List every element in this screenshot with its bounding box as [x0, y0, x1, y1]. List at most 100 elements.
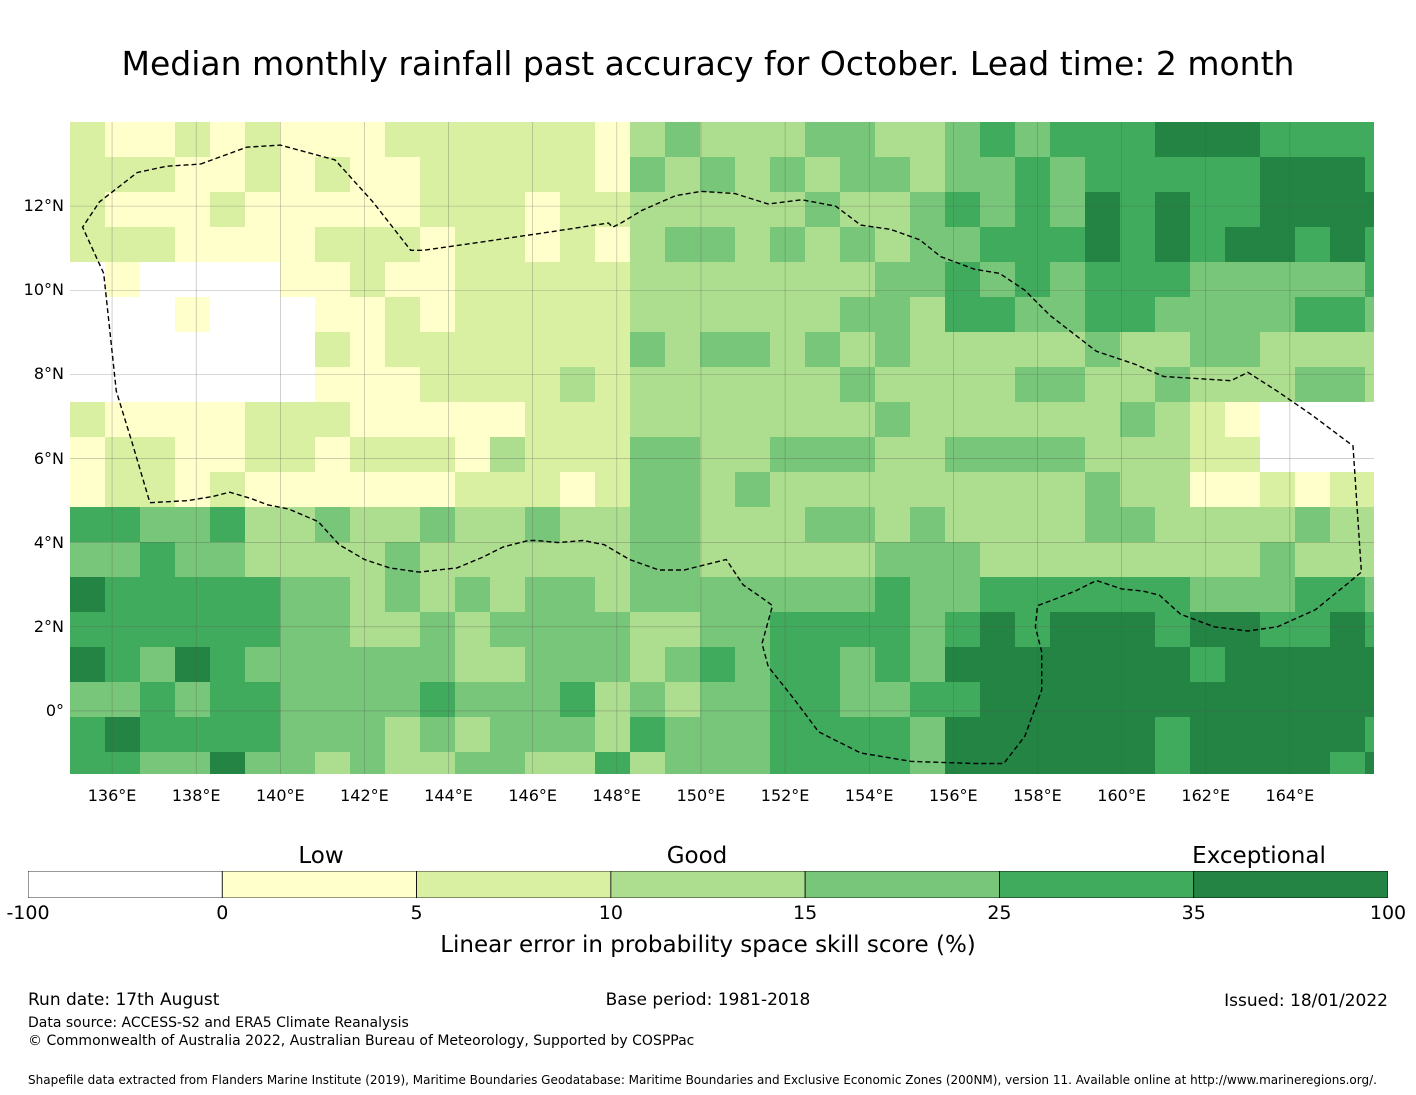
grid-cell — [1330, 682, 1366, 718]
grid-cell — [490, 227, 526, 263]
grid-cell — [1330, 192, 1366, 228]
grid-cell — [1120, 717, 1156, 753]
grid-cell — [105, 367, 141, 403]
grid-cell — [1085, 122, 1121, 158]
grid-cell — [1120, 157, 1156, 193]
grid-cell — [910, 262, 946, 298]
grid-cell — [910, 507, 946, 543]
colorbar-tick: -100 — [6, 902, 50, 924]
grid-cell — [665, 717, 701, 753]
grid-cell — [1365, 262, 1374, 298]
grid-cell — [945, 297, 981, 333]
grid-cell — [70, 717, 106, 753]
grid-cell — [1330, 157, 1366, 193]
grid-cell — [385, 647, 421, 683]
grid-cell — [595, 752, 631, 774]
grid-cell — [875, 717, 911, 753]
grid-cell — [1015, 507, 1051, 543]
grid-cell — [350, 612, 386, 648]
grid-cell — [735, 542, 771, 578]
grid-cell — [630, 262, 666, 298]
grid-cell — [1295, 262, 1331, 298]
grid-cell — [1295, 612, 1331, 648]
grid-cell — [1260, 682, 1296, 718]
grid-cell — [700, 472, 736, 508]
grid-cell — [420, 682, 456, 718]
grid-cell — [490, 332, 526, 368]
grid-cell — [210, 297, 246, 333]
grid-cell — [245, 297, 281, 333]
grid-cell — [1085, 752, 1121, 774]
grid-cell — [805, 542, 841, 578]
longitude-label: 156°E — [929, 786, 978, 805]
grid-cell — [1330, 752, 1366, 774]
grid-cell — [140, 717, 176, 753]
grid-cell — [1295, 717, 1331, 753]
grid-cell — [350, 542, 386, 578]
grid-cell — [630, 367, 666, 403]
grid-cell — [1015, 262, 1051, 298]
grid-cell — [700, 192, 736, 228]
grid-cell — [630, 752, 666, 774]
legend-category-label: Low — [298, 843, 344, 869]
grid-cell — [1155, 227, 1191, 263]
grid-cell — [945, 192, 981, 228]
grid-cell — [70, 157, 106, 193]
legend-category-label: Exceptional — [1192, 843, 1326, 869]
grid-cell — [455, 122, 491, 158]
grid-cell — [490, 612, 526, 648]
grid-cell — [490, 507, 526, 543]
longitude-label: 150°E — [676, 786, 726, 805]
grid-cell — [280, 647, 316, 683]
grid-cell — [665, 647, 701, 683]
grid-cell — [280, 472, 316, 508]
colorbar-bin — [416, 871, 612, 898]
colorbar — [28, 871, 1388, 898]
grid-cell — [1050, 647, 1086, 683]
grid-cell — [910, 192, 946, 228]
grid-cell — [1330, 472, 1366, 508]
grid-cell — [560, 472, 596, 508]
grid-cell — [70, 227, 106, 263]
grid-cell — [1015, 402, 1051, 438]
grid-cell — [1050, 717, 1086, 753]
grid-cell — [175, 157, 211, 193]
grid-cell — [945, 227, 981, 263]
grid-cell — [140, 157, 176, 193]
grid-cell — [70, 192, 106, 228]
grid-cell — [210, 367, 246, 403]
grid-cell — [700, 752, 736, 774]
grid-cell — [980, 157, 1016, 193]
grid-cell — [665, 367, 701, 403]
grid-cell — [945, 122, 981, 158]
grid-cell — [70, 437, 106, 473]
grid-cell — [1120, 542, 1156, 578]
grid-cell — [1260, 577, 1296, 613]
grid-cell — [280, 542, 316, 578]
grid-cell — [1085, 472, 1121, 508]
grid-cell — [140, 367, 176, 403]
grid-cell — [420, 577, 456, 613]
grid-cell — [840, 437, 876, 473]
latitude-label: 12°N — [23, 196, 64, 216]
grid-cell — [490, 402, 526, 438]
grid-cell — [385, 507, 421, 543]
grid-cell — [1225, 682, 1261, 718]
grid-cell — [210, 717, 246, 753]
grid-cell — [210, 647, 246, 683]
grid-cell — [420, 437, 456, 473]
grid-cell — [525, 402, 561, 438]
grid-cell — [140, 682, 176, 718]
grid-cell — [1120, 437, 1156, 473]
grid-cell — [1015, 122, 1051, 158]
grid-cell — [700, 507, 736, 543]
grid-cell — [875, 122, 911, 158]
grid-cell — [385, 612, 421, 648]
grid-cell — [315, 332, 351, 368]
grid-cell — [1365, 507, 1374, 543]
grid-cell — [280, 682, 316, 718]
grid-cell — [1295, 192, 1331, 228]
grid-cell — [1295, 367, 1331, 403]
grid-cell — [1295, 437, 1331, 473]
colorbar-bin — [1193, 871, 1388, 898]
